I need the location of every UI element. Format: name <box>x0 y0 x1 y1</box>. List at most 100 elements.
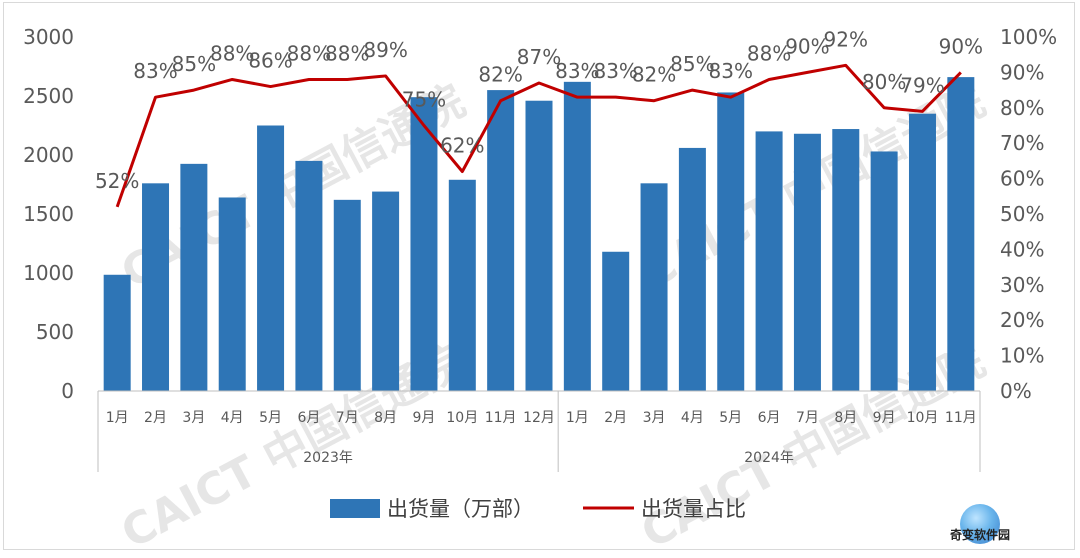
bar <box>180 163 208 391</box>
line-data-label: 83% <box>555 59 599 83</box>
right-tick-label: 50% <box>1000 202 1044 226</box>
left-tick-label: 3000 <box>23 25 74 49</box>
category-label: 3月 <box>643 410 666 426</box>
category-label: 12月 <box>523 410 555 426</box>
bar <box>218 197 246 391</box>
line-data-label: 88% <box>287 41 331 65</box>
brand-text: 奇变软件园 <box>949 528 1010 542</box>
category-label: 10月 <box>907 410 939 426</box>
line-data-label: 85% <box>670 52 714 76</box>
line-data-label: 90% <box>939 34 983 58</box>
legend-line-label: 出货量占比 <box>641 497 746 521</box>
left-tick-label: 1500 <box>23 202 74 226</box>
line-data-label: 88% <box>210 41 254 65</box>
bar-series <box>103 77 975 392</box>
right-axis: 0% 10% 20% 30% 40% 50% 60% 70% 80% 90% 100% <box>1000 25 1057 403</box>
line-data-label: 88% <box>747 41 791 65</box>
right-tick-label: 20% <box>1000 308 1044 332</box>
left-tick-label: 2000 <box>23 143 74 167</box>
group-label: 2024年 <box>744 450 794 466</box>
bar <box>295 160 323 391</box>
left-tick-label: 1000 <box>23 261 74 285</box>
right-tick-label: 90% <box>1000 60 1044 84</box>
category-label: 9月 <box>412 410 435 426</box>
category-label: 11月 <box>485 410 517 426</box>
x-axis: 1月 2月 3月 4月 5月 6月 7月 8月 9月 10月 11月 12月 1月 2月 3月 4月 5月 6月 7… <box>97 390 981 472</box>
bar <box>142 183 170 391</box>
line-data-labels: 52%83%85%88%86%88%88%89%75%62%82%87%83%8… <box>95 27 983 193</box>
bar <box>793 133 821 391</box>
line-data-label: 52% <box>95 169 139 193</box>
bar <box>640 183 668 391</box>
right-tick-label: 70% <box>1000 131 1044 155</box>
left-tick-label: 500 <box>36 320 74 344</box>
category-label: 1月 <box>566 410 589 426</box>
right-tick-label: 10% <box>1000 344 1044 368</box>
category-label: 4月 <box>681 410 704 426</box>
category-label: 8月 <box>834 410 857 426</box>
group-label: 2023年 <box>303 450 353 466</box>
right-tick-label: 100% <box>1000 25 1057 49</box>
bar <box>448 179 476 391</box>
line-data-label: 85% <box>172 52 216 76</box>
bar <box>103 274 131 391</box>
category-label: 2月 <box>144 410 167 426</box>
line-data-label: 86% <box>248 49 292 73</box>
left-tick-label: 2500 <box>23 84 74 108</box>
line-data-label: 83% <box>709 59 753 83</box>
bar <box>602 251 630 391</box>
legend: 出货量（万部） 出货量占比 <box>330 497 746 521</box>
line-data-label: 82% <box>632 63 676 87</box>
right-tick-label: 80% <box>1000 96 1044 120</box>
bar <box>563 81 591 391</box>
bar <box>487 90 515 391</box>
right-tick-label: 40% <box>1000 237 1044 261</box>
left-tick-label: 0 <box>61 379 74 403</box>
line-path <box>115 63 962 208</box>
category-label: 10月 <box>446 410 478 426</box>
category-label: 7月 <box>336 410 359 426</box>
right-tick-label: 0% <box>1000 379 1032 403</box>
category-label: 4月 <box>221 410 244 426</box>
line-data-label: 83% <box>593 59 637 83</box>
line-data-label: 87% <box>517 45 561 69</box>
bar <box>947 77 975 392</box>
legend-bar-swatch <box>330 499 380 518</box>
left-axis: 0 500 1000 1500 2000 2500 3000 <box>23 25 74 403</box>
category-label: 5月 <box>719 410 742 426</box>
category-label: 8月 <box>374 410 397 426</box>
category-label: 6月 <box>758 410 781 426</box>
bar <box>257 125 285 391</box>
line-data-label: 75% <box>402 88 446 112</box>
line-series <box>115 63 962 208</box>
bar <box>333 199 361 391</box>
line-data-label: 80% <box>862 70 906 94</box>
line-data-label: 62% <box>440 134 484 158</box>
line-data-label: 83% <box>133 59 177 83</box>
bar <box>832 129 860 392</box>
category-label: 6月 <box>297 410 320 426</box>
bar <box>525 100 553 391</box>
chart-frame <box>3 2 1075 550</box>
category-label: 2月 <box>604 410 627 426</box>
line-data-label: 92% <box>824 27 868 51</box>
category-label: 5月 <box>259 410 282 426</box>
brand-logo-icon <box>960 504 1000 544</box>
bar <box>908 113 936 391</box>
line-data-label: 90% <box>785 34 829 58</box>
category-label: 7月 <box>796 410 819 426</box>
right-tick-label: 60% <box>1000 167 1044 191</box>
bar <box>410 97 438 392</box>
category-label: 11月 <box>945 410 977 426</box>
line-data-label: 82% <box>478 63 522 87</box>
right-tick-label: 30% <box>1000 273 1044 297</box>
bar <box>678 147 706 391</box>
bar <box>870 151 898 391</box>
line-data-label: 89% <box>363 38 407 62</box>
brand-badge: 奇变软件园 <box>938 504 1022 554</box>
line-data-label: 79% <box>900 73 944 97</box>
category-label: 9月 <box>873 410 896 426</box>
legend-bar-label: 出货量（万部） <box>387 497 534 521</box>
bar <box>755 131 783 391</box>
